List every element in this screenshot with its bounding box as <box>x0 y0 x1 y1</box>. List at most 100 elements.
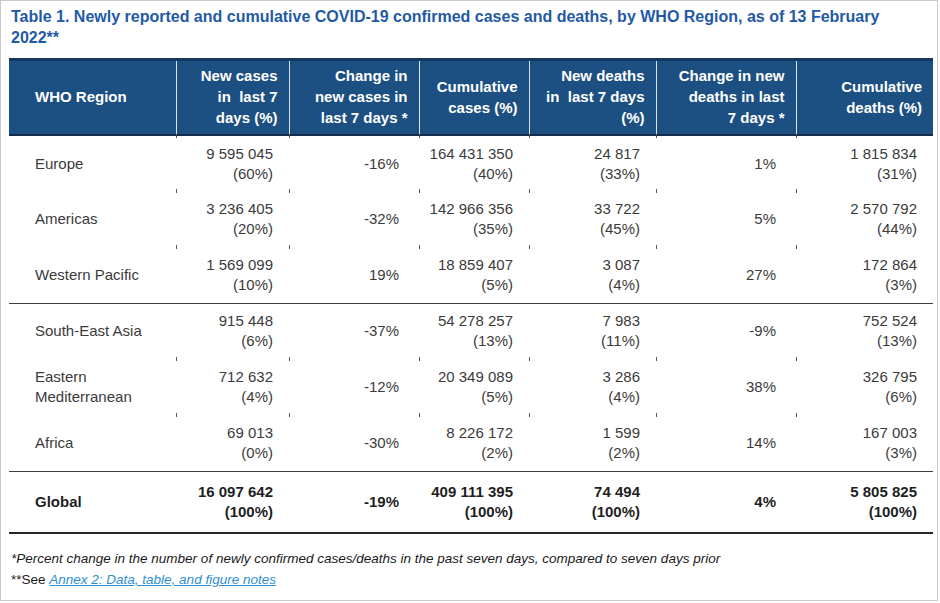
column-header-new-cases: New cases in last 7 days (%) <box>176 60 289 136</box>
percent: (100%) <box>797 502 917 522</box>
cell-new-deaths: 3 286(4%) <box>529 359 656 415</box>
value: 326 795 <box>797 367 917 387</box>
cell-new-deaths: 24 817(33%) <box>529 135 656 191</box>
percent: (5%) <box>420 387 513 407</box>
cell-change-deaths: -9% <box>656 303 796 359</box>
percent: (6%) <box>797 387 917 407</box>
value: 2 570 792 <box>797 199 917 219</box>
value: 752 524 <box>797 311 917 331</box>
percent: (100%) <box>420 502 513 522</box>
footnote-annex: **See Annex 2: Data, table, and figure n… <box>11 572 276 587</box>
table-row-africa: Africa 69 013(0%) -30% 8 226 172(2%) 1 5… <box>9 415 933 471</box>
cell-region: South-East Asia <box>9 303 176 359</box>
footnote-percent-change: *Percent change in the number of newly c… <box>11 551 720 566</box>
value: 18 859 407 <box>420 255 513 275</box>
percent: (2%) <box>530 443 640 463</box>
footnote-annex-prefix: **See <box>11 572 49 587</box>
cell-change-deaths: 14% <box>656 415 796 471</box>
value: 3 236 405 <box>177 199 273 219</box>
percent: (6%) <box>177 331 273 351</box>
cell-region: Western Pacific <box>9 247 176 303</box>
value: 3 087 <box>530 255 640 275</box>
cell-change-cases: -12% <box>289 359 419 415</box>
percent: (33%) <box>530 164 640 184</box>
value: 7 983 <box>530 311 640 331</box>
cell-change-cases: -16% <box>289 135 419 191</box>
cell-new-cases: 16 097 642(100%) <box>176 471 289 533</box>
value: 409 111 395 <box>420 482 513 502</box>
table-row-americas: Americas 3 236 405(20%) -32% 142 966 356… <box>9 191 933 247</box>
table-row-western-pacific: Western Pacific 1 569 099(10%) 19% 18 85… <box>9 247 933 303</box>
cell-new-deaths: 74 494(100%) <box>529 471 656 533</box>
percent: (13%) <box>797 331 917 351</box>
cell-new-cases: 9 595 045(60%) <box>176 135 289 191</box>
cell-region: Africa <box>9 415 176 471</box>
cell-new-deaths: 33 722(45%) <box>529 191 656 247</box>
percent: (4%) <box>177 387 273 407</box>
cell-change-deaths: 1% <box>656 135 796 191</box>
value: 33 722 <box>530 199 640 219</box>
value: 915 448 <box>177 311 273 331</box>
cell-change-deaths: 38% <box>656 359 796 415</box>
percent: (44%) <box>797 219 917 239</box>
percent: (100%) <box>530 502 640 522</box>
column-header-cumulative-deaths: Cumulative deaths (%) <box>796 60 933 136</box>
cell-new-cases: 1 569 099(10%) <box>176 247 289 303</box>
cell-cumulative-deaths: 172 864(3%) <box>796 247 933 303</box>
cell-region: Americas <box>9 191 176 247</box>
annex-link[interactable]: Annex 2: Data, table, and figure notes <box>49 572 276 587</box>
value: 1 599 <box>530 423 640 443</box>
percent: (35%) <box>420 219 513 239</box>
column-header-new-deaths: New deaths in last 7 days (%) <box>529 60 656 136</box>
cell-cumulative-cases: 18 859 407(5%) <box>419 247 529 303</box>
cell-change-deaths: 27% <box>656 247 796 303</box>
cell-cumulative-deaths: 2 570 792(44%) <box>796 191 933 247</box>
column-header-who-region: WHO Region <box>9 60 176 136</box>
value: 712 632 <box>177 367 273 387</box>
table-title: Table 1. Newly reported and cumulative C… <box>11 6 923 48</box>
cell-cumulative-cases: 142 966 356(35%) <box>419 191 529 247</box>
cell-change-cases: -19% <box>289 471 419 533</box>
value: 142 966 356 <box>420 199 513 219</box>
percent: (20%) <box>177 219 273 239</box>
cell-cumulative-deaths: 326 795(6%) <box>796 359 933 415</box>
cell-change-deaths: 5% <box>656 191 796 247</box>
table-row-europe: Europe 9 595 045(60%) -16% 164 431 350(4… <box>9 135 933 191</box>
value: 69 013 <box>177 423 273 443</box>
percent: (100%) <box>177 502 273 522</box>
cell-change-cases: -32% <box>289 191 419 247</box>
percent: (40%) <box>420 164 513 184</box>
cell-region: Europe <box>9 135 176 191</box>
percent: (45%) <box>530 219 640 239</box>
value: 3 286 <box>530 367 640 387</box>
value: 1 815 834 <box>797 144 917 164</box>
cell-cumulative-cases: 8 226 172(2%) <box>419 415 529 471</box>
cell-cumulative-cases: 164 431 350(40%) <box>419 135 529 191</box>
table-row-south-east-asia: South-East Asia 915 448(6%) -37% 54 278 … <box>9 303 933 359</box>
value: 1 569 099 <box>177 255 273 275</box>
value: 16 097 642 <box>177 482 273 502</box>
cell-region: Eastern Mediterranean <box>9 359 176 415</box>
cell-cumulative-deaths: 5 805 825(100%) <box>796 471 933 533</box>
value: 24 817 <box>530 144 640 164</box>
value: 74 494 <box>530 482 640 502</box>
cell-cumulative-deaths: 752 524(13%) <box>796 303 933 359</box>
percent: (13%) <box>420 331 513 351</box>
percent: (10%) <box>177 275 273 295</box>
cell-change-cases: -30% <box>289 415 419 471</box>
cell-new-cases: 712 632(4%) <box>176 359 289 415</box>
value: 8 226 172 <box>420 423 513 443</box>
percent: (11%) <box>530 331 640 351</box>
header-row: WHO Region New cases in last 7 days (%) … <box>9 60 933 136</box>
cell-region: Global <box>9 471 176 533</box>
cell-cumulative-cases: 20 349 089(5%) <box>419 359 529 415</box>
value: 5 805 825 <box>797 482 917 502</box>
cell-cumulative-cases: 54 278 257(13%) <box>419 303 529 359</box>
cell-cumulative-deaths: 167 003(3%) <box>796 415 933 471</box>
value: 9 595 045 <box>177 144 273 164</box>
percent: (4%) <box>530 387 640 407</box>
column-header-cumulative-cases: Cumulative cases (%) <box>419 60 529 136</box>
cell-change-deaths: 4% <box>656 471 796 533</box>
percent: (31%) <box>797 164 917 184</box>
value: 20 349 089 <box>420 367 513 387</box>
